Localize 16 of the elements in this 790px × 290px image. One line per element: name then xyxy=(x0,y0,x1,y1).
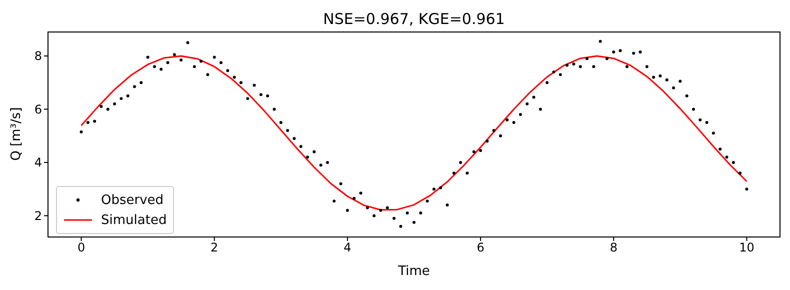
x-tick-label: 8 xyxy=(610,240,618,255)
y-tick-label: 2 xyxy=(34,208,42,223)
x-tick-label: 0 xyxy=(77,240,86,255)
x-axis-title: Time xyxy=(397,264,430,279)
chart-title: NSE=0.967, KGE=0.961 xyxy=(322,10,506,28)
y-tick-label: 8 xyxy=(34,49,42,64)
legend-label: Observed xyxy=(101,192,164,208)
x-tick-label: 10 xyxy=(739,240,754,255)
x-tick-label: 4 xyxy=(344,240,352,255)
x-tick-label: 6 xyxy=(476,240,484,255)
line-series xyxy=(80,55,748,211)
y-axis-title: Q [m³/s] xyxy=(9,107,24,161)
y-tick-label: 4 xyxy=(34,156,42,170)
x-tick-label: 2 xyxy=(210,240,218,255)
legend-label: Simulated xyxy=(101,212,167,228)
y-tick-label: 6 xyxy=(34,102,42,116)
